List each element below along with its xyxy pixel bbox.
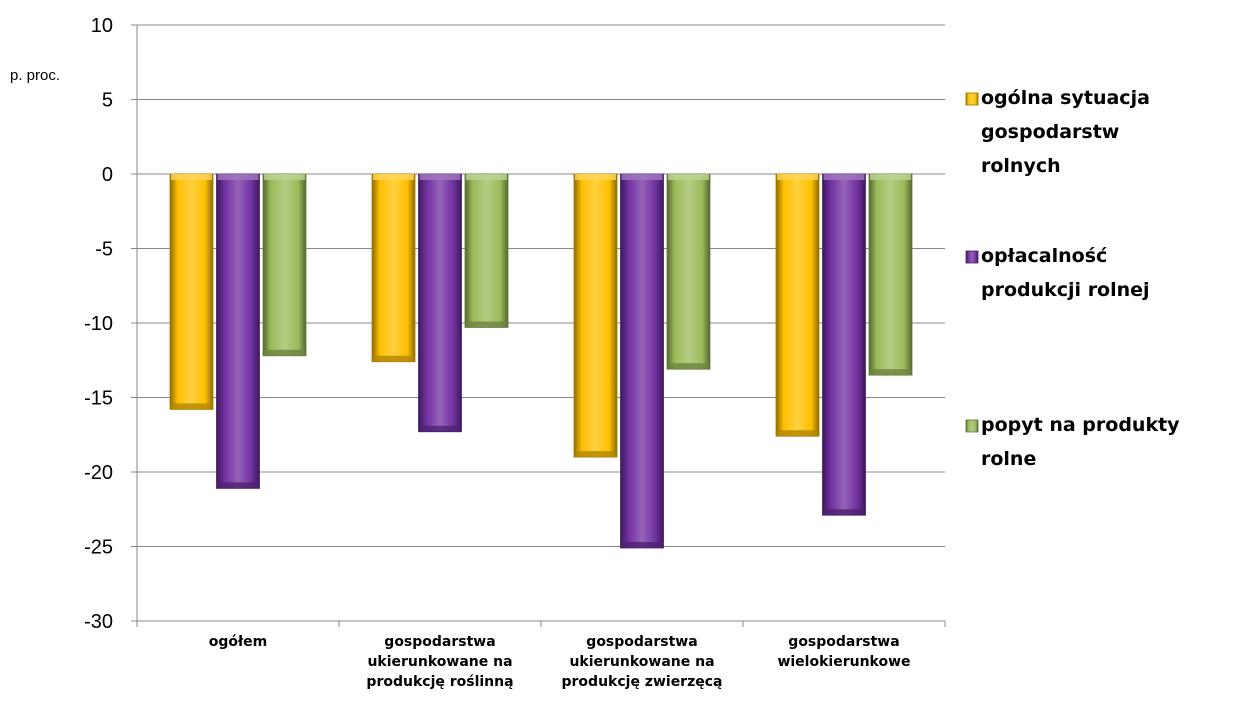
legend-entry: popyt na produkty rolne <box>965 414 1180 470</box>
axes: 10 5 0 -5 -10 -15 -20 -25 -30 <box>84 15 946 633</box>
legend-label: popyt na produkty rolne <box>981 414 1180 470</box>
bars <box>169 173 913 549</box>
y-tick-label: -20 <box>84 462 113 484</box>
bar <box>371 173 416 363</box>
legend: ogólna sytuacja gospodarstw rolnych opłacal… <box>965 87 1180 470</box>
bar <box>464 173 509 328</box>
category-label: gospodarstwa ukierunkowane na produkcję zw… <box>562 634 723 690</box>
y-tick-label: -30 <box>84 611 113 633</box>
y-tick-label: -10 <box>84 313 113 335</box>
legend-entry: ogólna sytuacja gospodarstw rolnych <box>965 87 1150 177</box>
bar <box>573 173 618 458</box>
legend-label: ogólna sytuacja gospodarstw rolnych <box>981 87 1150 177</box>
bar <box>775 173 820 437</box>
y-tick-label: 0 <box>102 164 113 186</box>
y-tick-label: -5 <box>95 239 113 261</box>
bar <box>169 173 214 410</box>
legend-swatch <box>965 92 979 106</box>
bar <box>822 173 866 516</box>
y-tick-label: -15 <box>84 388 113 410</box>
category-label: gospodarstwa wielokierunkowe <box>777 634 910 670</box>
category-labels: ogółem gospodarstwa ukierunkowane na produk… <box>209 634 911 690</box>
y-tick-label: 5 <box>102 90 113 112</box>
bar <box>666 173 711 370</box>
y-tick-label: 10 <box>91 15 113 37</box>
bar <box>418 173 462 433</box>
legend-entry: opłacalność produkcji rolnej <box>965 245 1150 301</box>
category-label: gospodarstwa ukierunkowane na produkcję ro… <box>366 634 513 690</box>
legend-swatch <box>965 419 979 433</box>
bar <box>216 173 260 489</box>
y-axis-label: p. proc. <box>10 67 60 84</box>
bar <box>262 173 307 357</box>
legend-swatch <box>965 250 979 264</box>
bar <box>868 173 913 376</box>
legend-label: opłacalność produkcji rolnej <box>981 245 1150 301</box>
y-tick-label: -25 <box>84 537 113 559</box>
bar <box>620 173 664 549</box>
category-label: ogółem <box>209 634 268 650</box>
